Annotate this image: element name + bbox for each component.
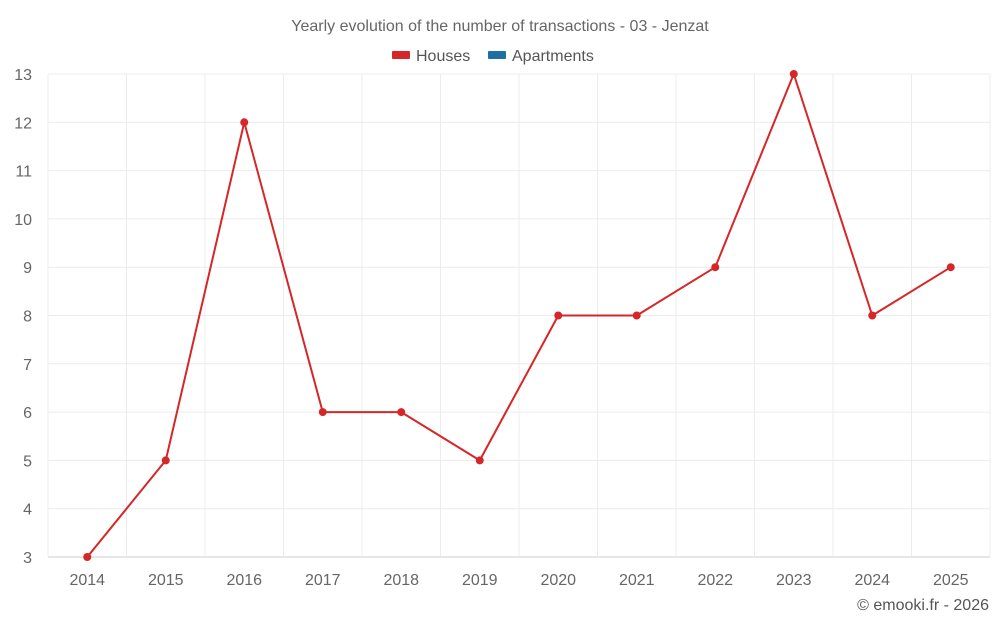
y-tick-label: 12 — [14, 115, 32, 132]
y-tick-label: 13 — [14, 67, 32, 84]
data-point-houses-2020[interactable] — [554, 311, 563, 320]
x-tick-label: 2020 — [540, 572, 576, 589]
data-point-houses-2015[interactable] — [161, 456, 170, 465]
x-tick-label: 2017 — [305, 572, 341, 589]
x-tick-label: 2016 — [226, 572, 262, 589]
data-point-houses-2014[interactable] — [83, 553, 92, 561]
y-tick-label: 3 — [23, 550, 32, 567]
data-point-houses-2016[interactable] — [240, 118, 249, 127]
y-axis-ticks: 3 4 5 6 7 8 9 10 11 12 13 — [14, 67, 32, 567]
data-point-houses-2017[interactable] — [318, 408, 327, 417]
legend-label-houses: Houses — [416, 48, 470, 65]
legend: Houses Apartments — [392, 48, 594, 65]
x-tick-label: 2023 — [776, 572, 812, 589]
y-tick-label: 7 — [23, 357, 32, 374]
y-tick-label: 11 — [15, 164, 32, 181]
legend-swatch-apartments — [488, 51, 506, 59]
x-axis-ticks: 2014 2015 2016 2017 2018 2019 2020 2021 2022 2023… — [69, 572, 968, 589]
x-tick-label: 2019 — [462, 572, 498, 589]
data-point-houses-2023[interactable] — [789, 70, 798, 78]
data-point-houses-2021[interactable] — [632, 311, 641, 320]
y-tick-label: 4 — [23, 502, 32, 519]
x-tick-label: 2022 — [697, 572, 733, 589]
data-point-houses-2022[interactable] — [711, 263, 720, 272]
x-tick-label: 2015 — [148, 572, 184, 589]
y-tick-label: 9 — [23, 260, 32, 277]
legend-item-houses[interactable]: Houses — [392, 48, 470, 65]
grid — [47, 73, 991, 558]
data-point-houses-2024[interactable] — [868, 311, 877, 320]
series-layer — [83, 70, 955, 561]
data-point-houses-2025[interactable] — [946, 263, 955, 272]
legend-item-apartments[interactable]: Apartments — [488, 48, 594, 65]
x-tick-label: 2025 — [933, 572, 969, 589]
y-tick-label: 5 — [23, 453, 32, 470]
credit-text: © emooki.fr - 2026 — [857, 597, 989, 614]
x-tick-label: 2021 — [619, 572, 655, 589]
y-tick-label: 6 — [23, 405, 32, 422]
x-tick-label: 2024 — [854, 572, 890, 589]
data-point-houses-2018[interactable] — [397, 408, 406, 417]
legend-swatch-houses — [392, 51, 410, 59]
data-point-houses-2019[interactable] — [475, 456, 484, 465]
series-line-houses — [86, 73, 952, 558]
legend-label-apartments: Apartments — [512, 48, 594, 65]
chart-title: Yearly evolution of the number of transa… — [291, 18, 709, 35]
x-tick-label: 2018 — [383, 572, 419, 589]
x-tick-label: 2014 — [69, 572, 105, 589]
y-tick-label: 8 — [23, 309, 32, 326]
y-tick-label: 10 — [14, 212, 32, 229]
